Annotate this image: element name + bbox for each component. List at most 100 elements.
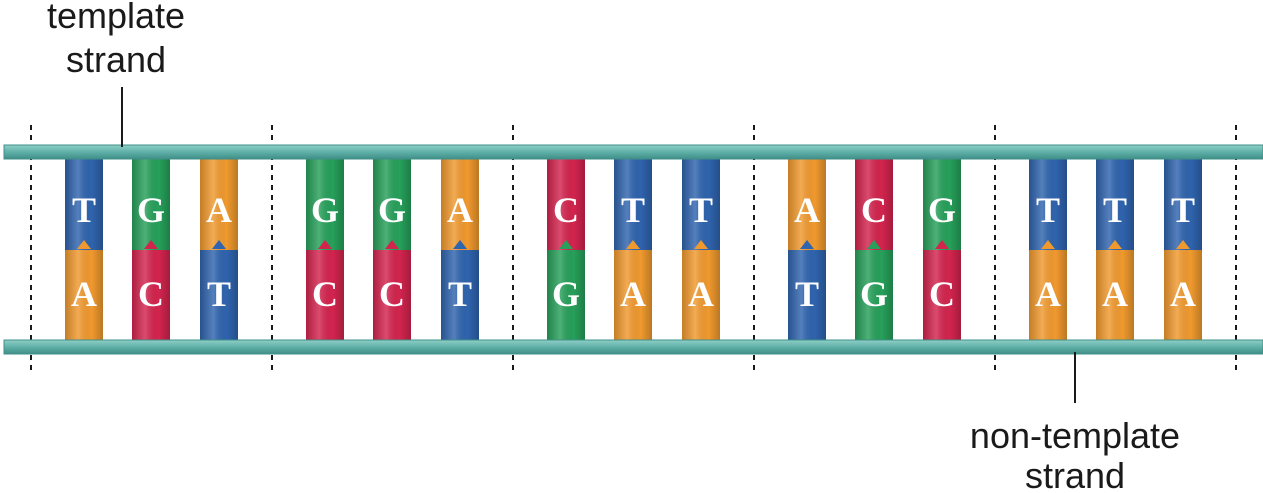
template-base-letter: A xyxy=(206,190,232,230)
nontemplate-base-shade xyxy=(373,250,411,340)
template-base-letter: G xyxy=(378,190,406,230)
nontemplate-base-shade xyxy=(1096,250,1134,340)
template-base-shade xyxy=(788,159,826,250)
base-pair: TA xyxy=(1029,159,1067,340)
pair-junction-notch xyxy=(212,240,226,249)
nontemplate-base-letter: G xyxy=(552,274,580,314)
pair-junction-notch xyxy=(1041,240,1055,249)
template-base-letter: T xyxy=(1036,190,1060,230)
base-pair: TA xyxy=(1164,159,1202,340)
nontemplate-base-letter: C xyxy=(929,274,955,314)
nontemplate-base-shade xyxy=(1164,250,1202,340)
pair-junction-notch xyxy=(453,240,467,249)
template-base-shade xyxy=(1096,159,1134,250)
nontemplate-base-letter: A xyxy=(71,274,97,314)
nontemplate-backbone xyxy=(3,339,1263,355)
nontemplate-base-shade xyxy=(788,250,826,340)
pair-junction-notch xyxy=(935,240,949,249)
template-base-shade xyxy=(373,159,411,250)
nontemplate-base-letter: T xyxy=(448,274,472,314)
template-base-letter: C xyxy=(861,190,887,230)
base-pair: TA xyxy=(65,159,103,340)
nontemplate-base-letter: A xyxy=(620,274,646,314)
pair-junction-notch xyxy=(867,240,881,249)
template-base-shade xyxy=(547,159,585,250)
pair-junction-notch xyxy=(77,240,91,249)
template-strand-label-line2: strand xyxy=(66,39,166,80)
template-base-shade xyxy=(614,159,652,250)
base-pair: AT xyxy=(441,159,479,340)
base-pair: GC xyxy=(373,159,411,340)
pair-junction-notch xyxy=(694,240,708,249)
base-pair: AT xyxy=(200,159,238,340)
base-pair: GC xyxy=(306,159,344,340)
base-pair: GC xyxy=(132,159,170,340)
nontemplate-base-shade xyxy=(855,250,893,340)
nontemplate-base-letter: T xyxy=(207,274,231,314)
template-base-shade xyxy=(200,159,238,250)
nontemplate-base-letter: A xyxy=(1035,274,1061,314)
nontemplate-base-shade xyxy=(441,250,479,340)
template-base-shade xyxy=(923,159,961,250)
template-base-shade xyxy=(682,159,720,250)
nontemplate-base-letter: C xyxy=(379,274,405,314)
template-base-shade xyxy=(1029,159,1067,250)
pair-junction-notch xyxy=(318,240,332,249)
nontemplate-base-letter: T xyxy=(795,274,819,314)
nontemplate-base-shade xyxy=(614,250,652,340)
nontemplate-base-shade xyxy=(923,250,961,340)
base-pair: CG xyxy=(855,159,893,340)
template-base-shade xyxy=(306,159,344,250)
nontemplate-base-letter: A xyxy=(1102,274,1128,314)
pair-junction-notch xyxy=(144,240,158,249)
nontemplate-base-shade xyxy=(547,250,585,340)
pair-junction-notch xyxy=(559,240,573,249)
template-base-letter: C xyxy=(553,190,579,230)
template-base-letter: G xyxy=(137,190,165,230)
template-base-letter: G xyxy=(311,190,339,230)
nontemplate-base-shade xyxy=(200,250,238,340)
nontemplate-base-shade xyxy=(1029,250,1067,340)
base-pair: TA xyxy=(614,159,652,340)
nontemplate-base-letter: A xyxy=(688,274,714,314)
template-base-letter: A xyxy=(447,190,473,230)
template-base-letter: T xyxy=(621,190,645,230)
pair-junction-notch xyxy=(800,240,814,249)
template-base-shade xyxy=(1164,159,1202,250)
codon-dividers xyxy=(30,125,1237,375)
nontemplate-base-letter: C xyxy=(138,274,164,314)
nontemplate-base-shade xyxy=(65,250,103,340)
template-base-shade xyxy=(855,159,893,250)
nontemplate-base-letter: A xyxy=(1170,274,1196,314)
template-base-letter: T xyxy=(689,190,713,230)
nontemplate-base-letter: C xyxy=(312,274,338,314)
pair-junction-notch xyxy=(1108,240,1122,249)
template-backbone xyxy=(3,144,1263,160)
pair-junction-notch xyxy=(385,240,399,249)
template-strand-label-line1: template xyxy=(47,0,185,36)
template-base-letter: G xyxy=(928,190,956,230)
template-base-letter: T xyxy=(1171,190,1195,230)
template-base-letter: A xyxy=(794,190,820,230)
nontemplate-base-shade xyxy=(682,250,720,340)
base-pair: GC xyxy=(923,159,961,340)
base-pair: TA xyxy=(682,159,720,340)
base-pair: CG xyxy=(547,159,585,340)
template-base-shade xyxy=(132,159,170,250)
nontemplate-base-letter: G xyxy=(860,274,888,314)
template-base-shade xyxy=(65,159,103,250)
pair-junction-notch xyxy=(1176,240,1190,249)
template-base-letter: T xyxy=(72,190,96,230)
nontemplate-base-shade xyxy=(306,250,344,340)
nontemplate-base-shade xyxy=(132,250,170,340)
template-base-letter: T xyxy=(1103,190,1127,230)
pair-junction-notch xyxy=(626,240,640,249)
base-pair: TA xyxy=(1096,159,1134,340)
template-base-shade xyxy=(441,159,479,250)
nontemplate-strand-label-line1: non-template xyxy=(970,415,1180,456)
base-pair: AT xyxy=(788,159,826,340)
nontemplate-strand-label-line2: strand xyxy=(1025,455,1125,493)
